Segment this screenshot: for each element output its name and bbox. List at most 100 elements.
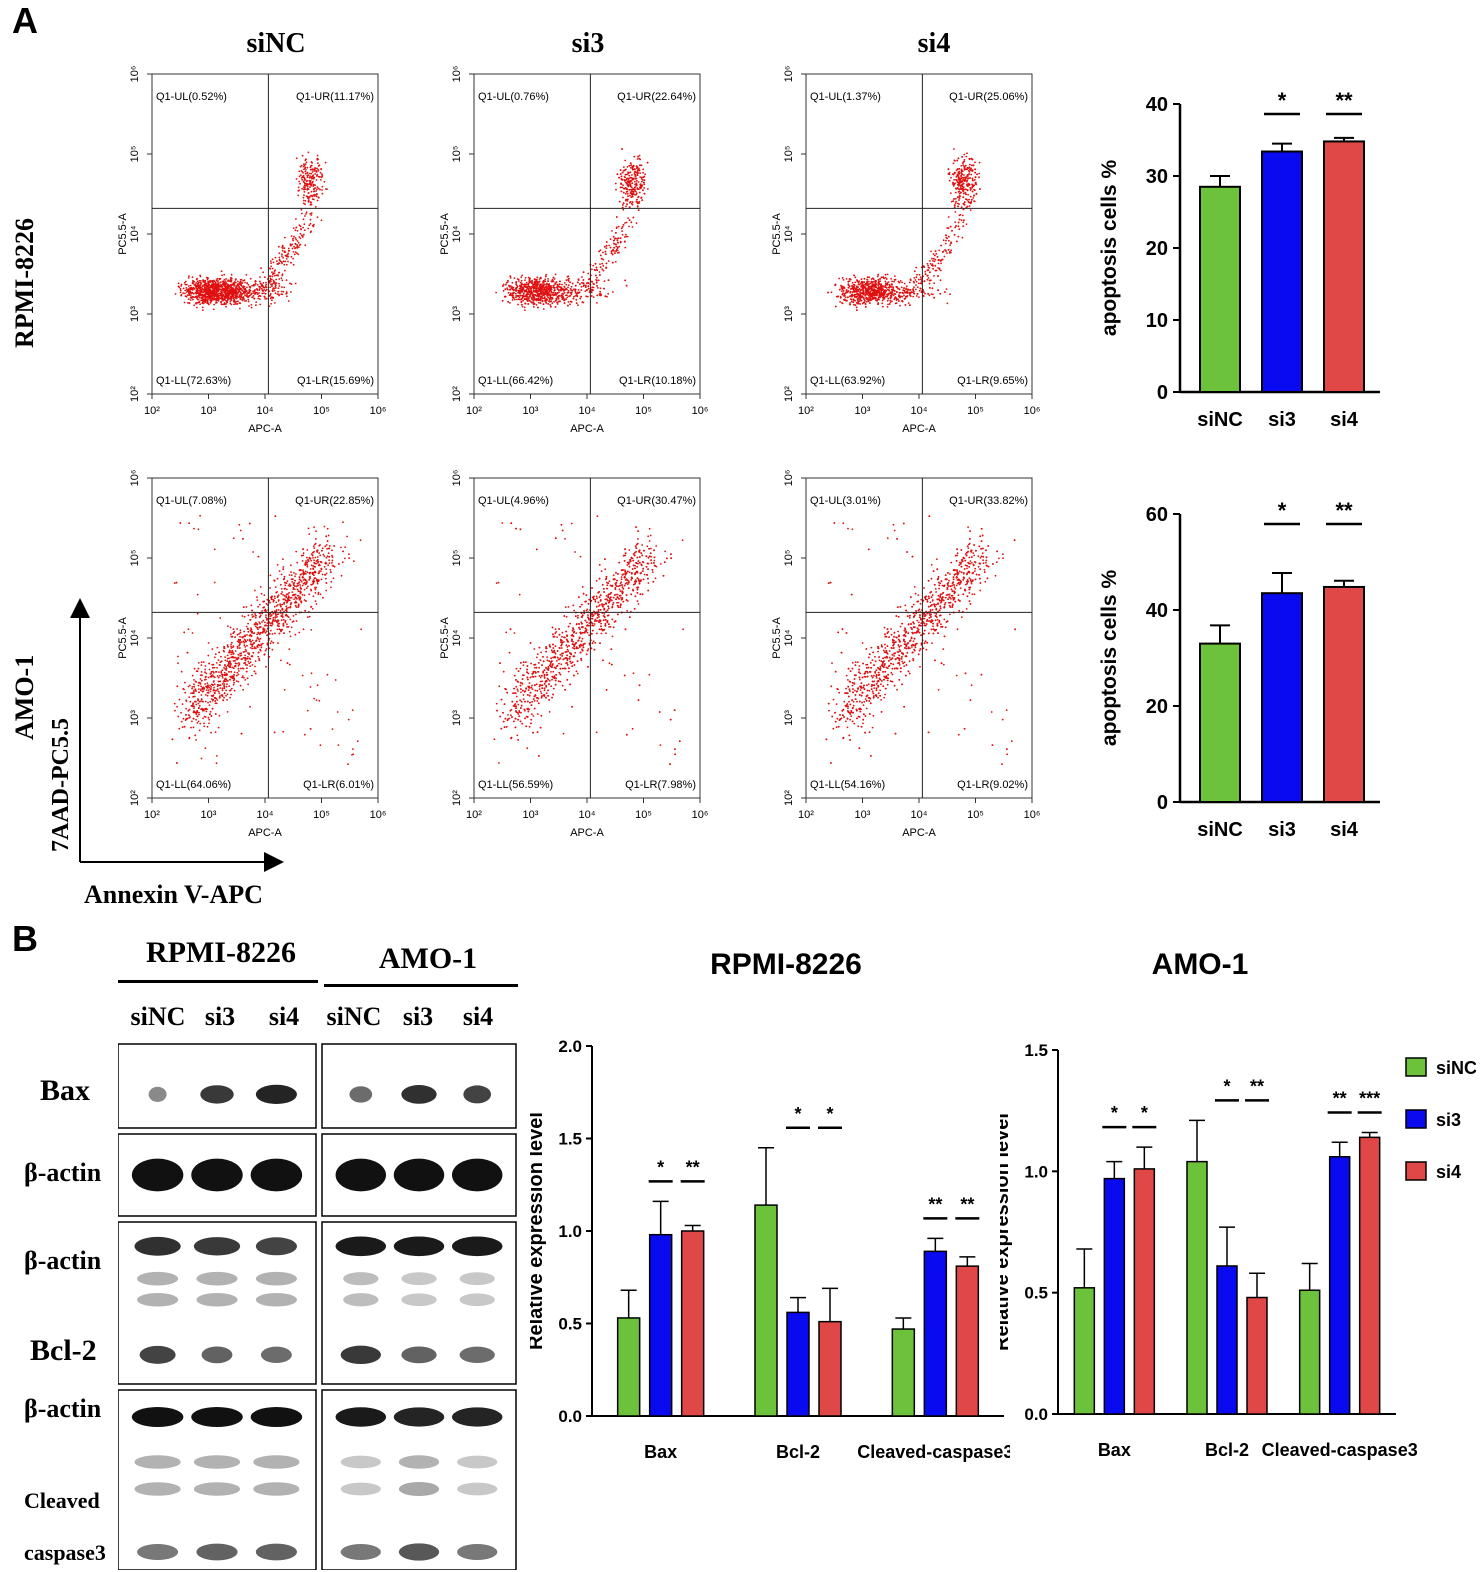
scatter-point	[190, 726, 192, 729]
scatter-point	[278, 252, 281, 255]
scatter-point	[254, 589, 256, 592]
scatter-point	[563, 282, 566, 284]
scatter-point	[261, 292, 264, 295]
scatter-point	[962, 225, 965, 228]
scatter-point	[272, 297, 274, 299]
scatter-point	[249, 294, 251, 297]
scatter-point	[958, 192, 961, 195]
scatter-point	[246, 634, 248, 636]
scatter-point	[621, 171, 624, 174]
scatter-point	[289, 282, 291, 285]
scatter-point	[549, 296, 552, 298]
scatter-point	[279, 610, 282, 612]
scatter-point	[918, 289, 921, 292]
scatter-point	[227, 280, 229, 282]
scatter-point	[905, 295, 907, 298]
scatter-point	[255, 304, 257, 307]
y-tick-label: 10³	[451, 306, 463, 322]
scatter-point	[306, 185, 309, 188]
scatter-point	[187, 289, 190, 292]
scatter-point	[615, 226, 618, 229]
scatter-point	[970, 198, 973, 201]
scatter-point	[220, 292, 223, 295]
scatter-point	[294, 575, 296, 578]
scatter-point	[528, 278, 531, 281]
scatter-point	[632, 216, 635, 219]
quadrant-ur-label: Q1-UR(11.17%)	[296, 91, 374, 103]
scatter-point	[302, 199, 305, 202]
scatter-point	[258, 638, 260, 641]
scatter-point	[174, 293, 177, 295]
scatter-point	[569, 303, 571, 306]
scatter-point	[642, 189, 644, 192]
scatter-point	[940, 262, 942, 265]
scatter-point	[315, 179, 318, 181]
scatter-point	[291, 237, 294, 240]
scatter-point	[182, 292, 184, 295]
scatter-point	[201, 299, 204, 302]
scatter-point	[563, 299, 566, 302]
scatter-point	[581, 281, 583, 284]
scatter-point	[859, 303, 862, 305]
scatter-point	[538, 281, 540, 284]
scatter-point	[225, 305, 227, 308]
x-tick-label: 10⁴	[579, 405, 596, 417]
scatter-point	[316, 157, 319, 160]
scatter-point	[618, 245, 621, 248]
scatter-point	[948, 252, 951, 254]
scatter-point	[950, 242, 952, 245]
scatter-point	[190, 286, 193, 289]
scatter-point	[312, 174, 315, 176]
scatter-point	[971, 185, 974, 188]
scatter-point	[251, 296, 254, 298]
scatter-point	[592, 296, 595, 298]
scatter-point	[302, 171, 304, 174]
scatter-point	[260, 267, 262, 270]
scatter-point	[886, 295, 889, 298]
scatter-point	[916, 293, 919, 295]
scatter-point	[956, 196, 959, 199]
scatter-point	[847, 286, 850, 289]
scatter-point	[635, 171, 637, 174]
scatter-point	[521, 305, 524, 308]
scatter-point	[581, 276, 583, 278]
scatter-point	[582, 279, 585, 281]
scatter-point	[910, 291, 913, 294]
scatter-point	[933, 296, 935, 299]
flow-y-label: PC5.5-A	[772, 213, 783, 255]
scatter-point	[849, 302, 851, 304]
scatter-point	[264, 292, 267, 295]
scatter-point	[206, 295, 209, 298]
scatter-point	[265, 630, 268, 633]
scatter-point	[226, 301, 228, 304]
scatter-point	[590, 291, 593, 294]
scatter-point	[265, 297, 268, 300]
scatter-point	[219, 297, 222, 300]
scatter-point	[616, 237, 618, 240]
scatter-point	[865, 292, 868, 295]
scatter-point	[234, 289, 237, 292]
scatter-point	[309, 165, 312, 167]
scatter-point	[928, 294, 931, 297]
scatter-point	[296, 240, 299, 242]
scatter-point	[612, 291, 614, 293]
scatter-point	[264, 276, 266, 279]
scatter-point	[227, 625, 229, 627]
scatter-point	[625, 191, 628, 193]
scatter-point	[204, 301, 207, 304]
scatter-point	[605, 247, 608, 250]
scatter-point	[197, 301, 199, 304]
flow-plot: Q1-UL(0.52%) Q1-UR(11.17%)Q1-LL(72.63%) Q1…	[118, 66, 386, 435]
scatter-point	[307, 174, 310, 177]
scatter-point	[853, 284, 856, 287]
scatter-point	[859, 291, 861, 293]
scatter-point	[293, 588, 296, 590]
scatter-point	[633, 180, 636, 183]
scatter-point	[265, 283, 267, 286]
scatter-point	[204, 284, 207, 287]
scatter-point	[888, 303, 891, 305]
scatter-point	[234, 303, 237, 305]
scatter-point	[547, 280, 549, 283]
scatter-point	[626, 203, 628, 206]
scatter-point	[895, 290, 898, 293]
